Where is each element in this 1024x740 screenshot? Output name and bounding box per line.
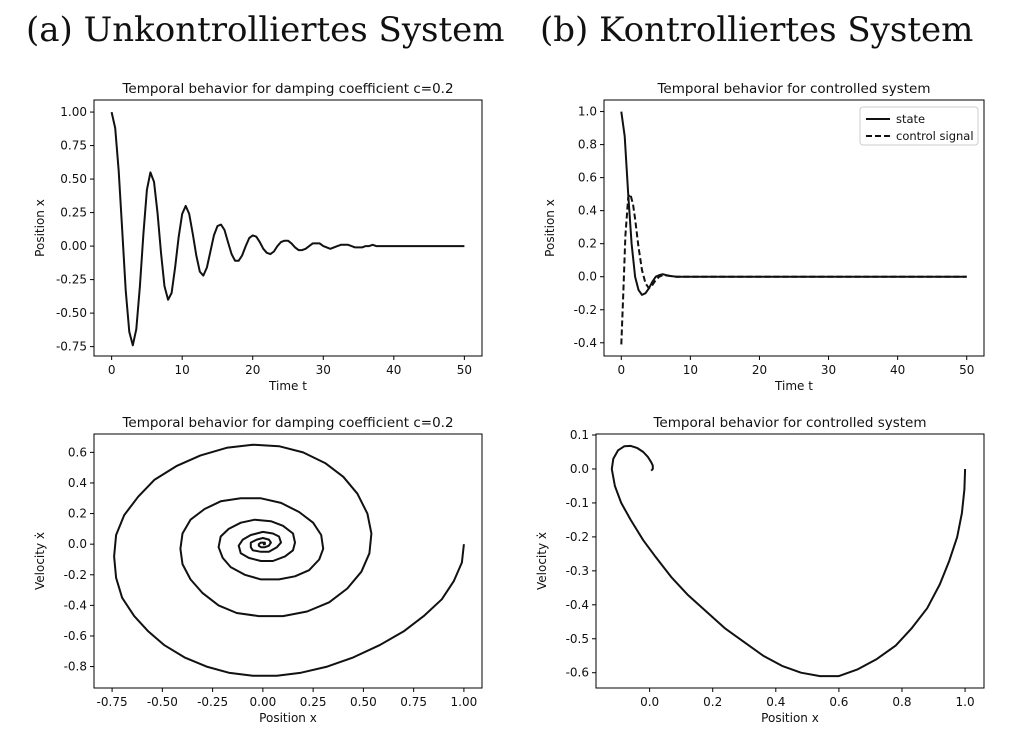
- x-tick-label: 20: [752, 363, 767, 377]
- y-tick-label: 0.75: [60, 139, 87, 153]
- y-tick-label: 0.4: [578, 204, 597, 218]
- chart-controlled-time: Temporal behavior for controlled system 0…: [543, 81, 985, 393]
- y-tick-label: 0.0: [578, 270, 597, 284]
- chart-title: Temporal behavior for controlled system: [656, 81, 930, 97]
- y-tick-label: 0.4: [68, 476, 87, 490]
- y-tick-label: 0.2: [578, 237, 597, 251]
- x-tick-label: 50: [959, 363, 974, 377]
- x-tick-label: 1.0: [956, 695, 975, 709]
- y-tick-label: -0.2: [64, 568, 87, 582]
- heading-uncontrolled: (a) Unkontrolliertes System: [26, 10, 505, 50]
- y-tick-label: 0.25: [60, 206, 87, 220]
- x-tick-label: 0: [108, 363, 116, 377]
- y-tick-label: -0.8: [64, 660, 87, 674]
- x-tick-label: 10: [683, 363, 698, 377]
- y-tick-label: -0.2: [574, 303, 597, 317]
- y-tick-label: -0.4: [566, 598, 589, 612]
- x-tick-label: -0.50: [147, 695, 178, 709]
- y-tick-label: 0.0: [68, 537, 87, 551]
- y-tick-label: -0.1: [566, 496, 589, 510]
- x-tick-label: 10: [175, 363, 190, 377]
- series-line-0: [610, 444, 967, 678]
- legend-label: state: [896, 112, 925, 126]
- series-line-control-signal: [620, 193, 967, 345]
- chart-title: Temporal behavior for controlled system: [652, 415, 926, 431]
- plot-frame: [93, 99, 483, 357]
- y-tick-label: -0.4: [64, 598, 87, 612]
- series-line-state: [620, 111, 967, 296]
- y-tick-label: 0.50: [60, 172, 87, 186]
- plot-frame: [595, 433, 985, 689]
- x-tick-label: 30: [821, 363, 836, 377]
- series-line-0: [113, 443, 465, 677]
- y-tick-label: -0.25: [56, 273, 87, 287]
- y-axis-label: Position x: [33, 199, 47, 257]
- chart-controlled-phase: Temporal behavior for controlled system 0…: [535, 415, 985, 725]
- y-tick-label: 0.8: [578, 138, 597, 152]
- y-tick-label: -0.50: [56, 306, 87, 320]
- y-tick-label: 0.0: [570, 462, 589, 476]
- x-axis-label: Position x: [761, 711, 819, 725]
- plot-frame: [93, 433, 483, 689]
- x-tick-label: 0: [617, 363, 625, 377]
- x-tick-label: 20: [245, 363, 260, 377]
- x-tick-label: 0.6: [829, 695, 848, 709]
- y-axis-label: Velocity ẋ: [535, 532, 549, 590]
- y-tick-label: 0.2: [68, 507, 87, 521]
- x-tick-label: 0.8: [892, 695, 911, 709]
- series-line-0: [110, 111, 465, 347]
- x-axis-label: Time t: [268, 379, 307, 393]
- x-tick-label: 50: [457, 363, 472, 377]
- x-tick-label: 0.00: [250, 695, 277, 709]
- x-tick-label: 0.4: [766, 695, 785, 709]
- chart-uncontrolled-phase: Temporal behavior for damping coefficien…: [33, 415, 483, 725]
- y-axis-label: Velocity ẋ: [33, 532, 47, 590]
- y-tick-label: -0.6: [566, 666, 589, 680]
- heading-controlled: (b) Kontrolliertes System: [540, 10, 974, 50]
- x-axis-label: Time t: [774, 379, 813, 393]
- legend-label: control signal: [896, 129, 974, 143]
- x-tick-label: 0.0: [640, 695, 659, 709]
- chart-title: Temporal behavior for damping coefficien…: [121, 415, 453, 431]
- plot-frame: [603, 99, 985, 357]
- chart-title: Temporal behavior for damping coefficien…: [121, 81, 453, 97]
- y-tick-label: -0.5: [566, 632, 589, 646]
- y-tick-label: 1.0: [578, 105, 597, 119]
- chart-uncontrolled-time: Temporal behavior for damping coefficien…: [33, 81, 483, 393]
- y-tick-label: 1.00: [60, 105, 87, 119]
- y-tick-label: 0.6: [68, 445, 87, 459]
- x-tick-label: 30: [316, 363, 331, 377]
- x-tick-label: 40: [890, 363, 905, 377]
- y-tick-label: -0.2: [566, 530, 589, 544]
- x-axis-label: Position x: [259, 711, 317, 725]
- y-tick-label: -0.6: [64, 629, 87, 643]
- y-axis-label: Position x: [543, 199, 557, 257]
- x-tick-label: 0.50: [350, 695, 377, 709]
- x-tick-label: 1.00: [451, 695, 478, 709]
- y-tick-label: 0.00: [60, 239, 87, 253]
- y-tick-label: -0.3: [566, 564, 589, 578]
- x-tick-label: -0.75: [97, 695, 128, 709]
- x-tick-label: 0.2: [703, 695, 722, 709]
- x-tick-label: 40: [386, 363, 401, 377]
- y-tick-label: -0.75: [56, 340, 87, 354]
- y-tick-label: -0.4: [574, 336, 597, 350]
- y-tick-label: 0.6: [578, 171, 597, 185]
- x-tick-label: 0.25: [300, 695, 327, 709]
- x-tick-label: 0.75: [400, 695, 427, 709]
- y-tick-label: 0.1: [570, 428, 589, 442]
- x-tick-label: -0.25: [197, 695, 228, 709]
